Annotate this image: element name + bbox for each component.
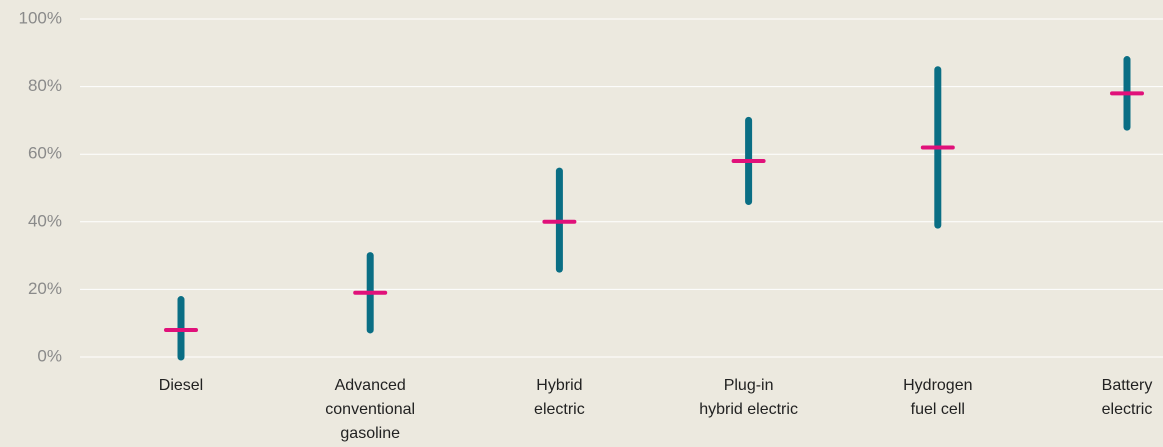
y-tick-label: 100%	[19, 8, 62, 27]
x-tick-label: conventional	[325, 401, 415, 418]
x-tick-label: Advanced	[335, 377, 406, 394]
y-tick-label: 60%	[28, 144, 62, 163]
x-tick-label: electric	[534, 401, 585, 418]
x-tick-label: Hydrogen	[903, 377, 972, 394]
y-tick-label: 80%	[28, 76, 62, 95]
x-tick-label: hybrid electric	[699, 401, 798, 418]
x-tick-label: Battery	[1102, 377, 1153, 394]
x-tick-label: fuel cell	[911, 401, 965, 418]
x-tick-label: Diesel	[159, 377, 203, 394]
y-tick-label: 40%	[28, 211, 62, 230]
x-tick-label: Plug-in	[724, 377, 774, 394]
x-tick-label: electric	[1102, 401, 1153, 418]
y-tick-label: 0%	[37, 346, 62, 365]
x-tick-label: Hybrid	[536, 377, 582, 394]
x-tick-label: gasoline	[340, 425, 400, 442]
y-tick-label: 20%	[28, 279, 62, 298]
